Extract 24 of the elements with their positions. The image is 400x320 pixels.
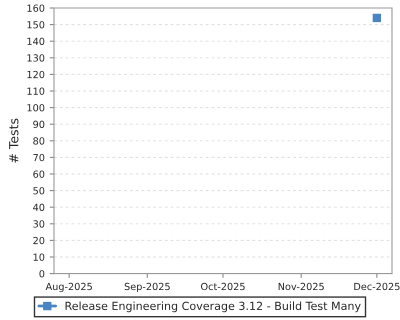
x-tick-label: Aug-2025 [46, 282, 92, 292]
y-tick-label: 110 [27, 87, 44, 95]
y-tick-label: 150 [27, 21, 44, 28]
y-tick-label: 120 [27, 70, 44, 78]
x-tick-label: Dec-2025 [354, 282, 400, 290]
y-tick-label: 50 [33, 187, 44, 194]
y-axis-title: # Tests [9, 118, 18, 163]
x-tick-label: Nov-2025 [278, 282, 324, 290]
y-tick-label: 80 [33, 137, 44, 145]
y-tick-label: 20 [33, 236, 44, 244]
y-tick-label: 30 [33, 220, 44, 228]
y-tick-label: 40 [33, 204, 44, 212]
y-tick-label: 140 [27, 38, 44, 46]
y-tick-label: 90 [33, 120, 44, 128]
y-tick-label: 130 [27, 54, 44, 62]
y-tick-label: 0 [39, 270, 44, 278]
y-tick-label: 60 [33, 170, 44, 178]
legend-label: Release Engineering Coverage 3.12 - Build Test Many [66, 301, 361, 312]
y-tick-label: 100 [27, 104, 44, 112]
y-tick-label: 70 [33, 154, 44, 162]
x-tick-label: Oct-2025 [201, 282, 245, 290]
y-tick-label: 160 [27, 4, 44, 12]
y-tick-label: 10 [34, 253, 44, 261]
x-tick-label: Sep-2025 [124, 282, 170, 292]
